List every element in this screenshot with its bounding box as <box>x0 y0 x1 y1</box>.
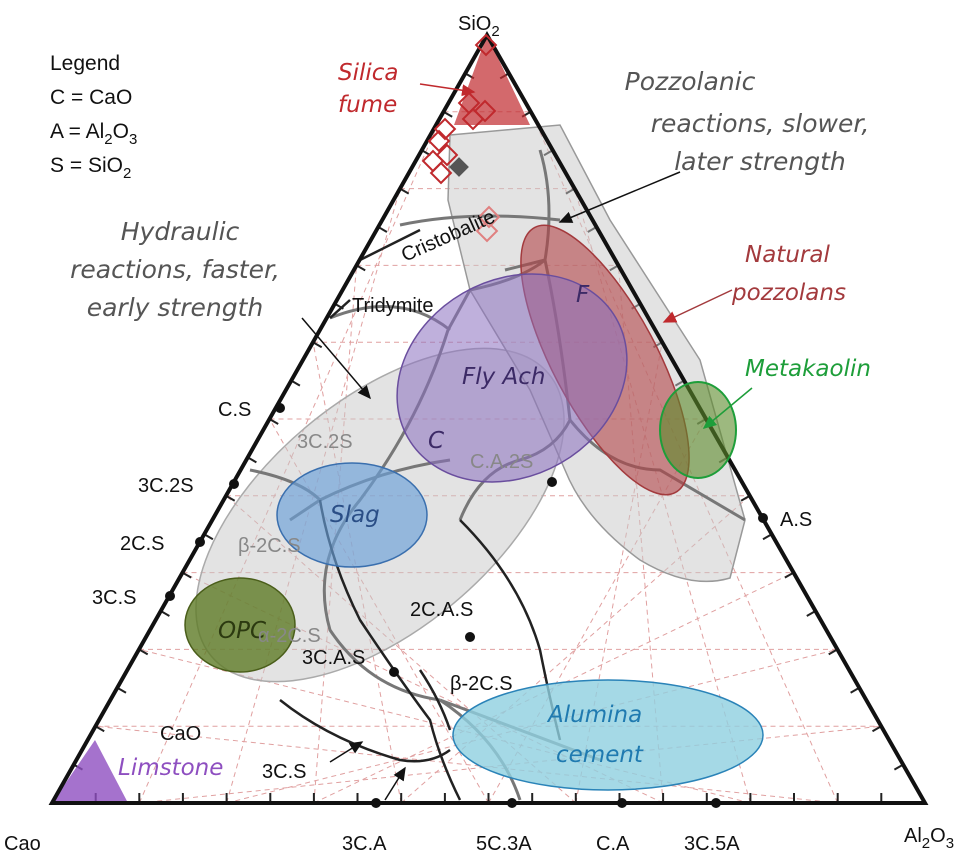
arrow-metakaolin <box>702 387 753 429</box>
label-opc: OPC <box>218 618 266 644</box>
vertex-sio2: SiO2 <box>458 13 500 40</box>
label-fly-ash: Fly Ach <box>462 364 546 390</box>
vertex-al2o3: Al2O3 <box>904 825 954 852</box>
phase-b2cs-gray: β-2C.S <box>238 535 301 557</box>
edge-2cs: 2C.S <box>120 533 164 555</box>
phase-3c2s-gray: 3C.2S <box>297 431 353 453</box>
arrow-silica-fume <box>419 83 476 97</box>
phase-a2cs: α-2C.S <box>258 625 321 647</box>
fly-ash-region <box>396 273 628 483</box>
label-natural-pozzolans-2: pozzolans <box>731 280 846 306</box>
svg-text:Pozzolanic: Pozzolanic <box>625 67 756 96</box>
reference-marker <box>449 157 469 177</box>
svg-text:early strength: early strength <box>87 293 264 322</box>
limestone-region <box>52 740 128 803</box>
edge-3c2s: 3C.2S <box>138 475 194 497</box>
svg-text:S = SiO2: S = SiO2 <box>50 154 131 182</box>
hydraulic-note: Hydraulic reactions, faster, early stren… <box>70 217 280 322</box>
svg-text:Hydraulic: Hydraulic <box>121 217 240 246</box>
grid-line <box>95 725 838 804</box>
edge-3ca: 3C.A <box>342 833 387 855</box>
label-fly-ash-f: F <box>576 282 590 308</box>
alumina-cement-region <box>452 679 764 791</box>
svg-text:Legend: Legend <box>50 52 120 75</box>
svg-text:later strength: later strength <box>674 147 846 176</box>
grid-line <box>269 418 489 804</box>
phase-ca2s: C.A.2S <box>470 451 533 473</box>
grid-line <box>313 572 794 804</box>
label-natural-pozzolans-1: Natural <box>745 242 830 268</box>
svg-text:reactions, slower,: reactions, slower, <box>651 109 870 138</box>
arrow-3cs <box>329 741 364 763</box>
svg-text:A = Al2O3: A = Al2O3 <box>50 120 137 148</box>
pozzolanic-note: Pozzolanic reactions, slower, later stre… <box>625 67 870 176</box>
phase-2cas: 2C.A.S <box>410 599 473 621</box>
label-metakaolin: Metakaolin <box>745 356 871 382</box>
arrow-hydraulic <box>301 317 371 400</box>
label-silica-fume-2: fume <box>338 92 397 118</box>
phase-3cas: 3C.A.S <box>302 647 365 669</box>
label-limestone: Limstone <box>118 755 223 781</box>
silica-fume-region <box>454 35 530 125</box>
label-silica-fume-1: Silica <box>338 60 399 86</box>
arrow-natural-pozzolans <box>662 289 733 323</box>
label-alumina-1: Alumina <box>546 702 642 728</box>
legend: Legend C = CaO A = Al2O3 S = SiO2 <box>50 52 137 182</box>
grid-line <box>226 648 838 804</box>
edge-ca: C.A <box>596 833 630 855</box>
arrow-cao <box>384 766 406 801</box>
label-slag: Slag <box>330 502 380 528</box>
edge-5c3a: 5C.3A <box>476 833 532 855</box>
metakaolin-region <box>659 381 737 479</box>
silica-fume-markers <box>421 33 501 243</box>
svg-text:C = CaO: C = CaO <box>50 86 132 109</box>
phase-cao: CaO <box>160 723 201 745</box>
arrow-pozzolanic <box>558 171 681 223</box>
edge-3c5a: 3C.5A <box>684 833 740 855</box>
edge-cs: C.S <box>218 399 251 421</box>
opc-region <box>184 577 296 673</box>
vertex-cao: Cao <box>4 833 41 855</box>
edge-3cs: 3C.S <box>92 587 136 609</box>
phase-tridymite: Tridymite <box>352 295 433 317</box>
label-fly-ash-c: C <box>428 428 444 454</box>
phase-3cs-inner: 3C.S <box>262 761 306 783</box>
edge-as: A.S <box>780 509 812 531</box>
phase-b2cs: β-2C.S <box>450 673 513 695</box>
svg-text:reactions, faster,: reactions, faster, <box>70 255 280 284</box>
slag-region <box>276 462 428 568</box>
phase-points <box>165 403 768 808</box>
label-alumina-2: cement <box>556 742 644 768</box>
